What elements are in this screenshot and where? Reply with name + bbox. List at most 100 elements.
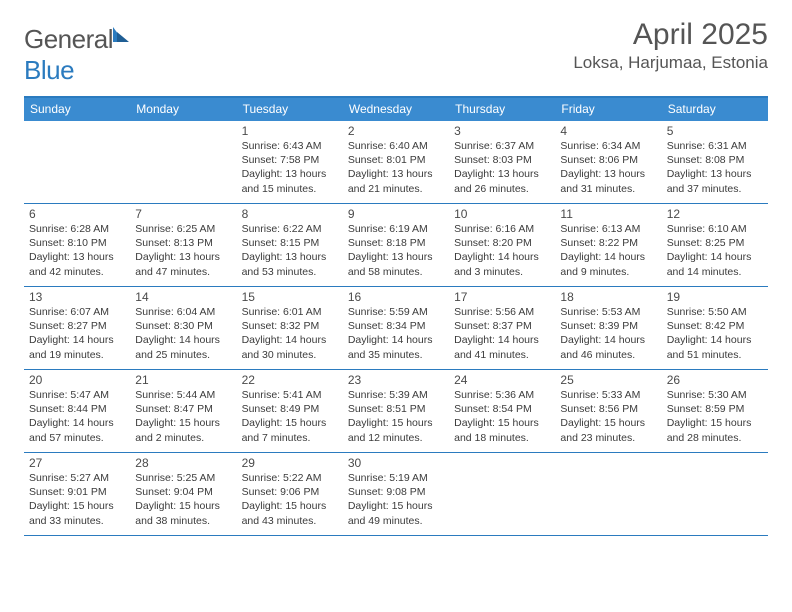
sunset-text: Sunset: 8:47 PM [135, 402, 231, 416]
sunrise-text: Sunrise: 6:07 AM [29, 305, 125, 319]
day-details: Sunrise: 6:43 AMSunset: 7:58 PMDaylight:… [242, 139, 338, 196]
day-details: Sunrise: 5:30 AMSunset: 8:59 PMDaylight:… [667, 388, 763, 445]
sunrise-text: Sunrise: 6:13 AM [560, 222, 656, 236]
sunrise-text: Sunrise: 5:50 AM [667, 305, 763, 319]
day-details: Sunrise: 6:25 AMSunset: 8:13 PMDaylight:… [135, 222, 231, 279]
day-cell [24, 121, 130, 203]
daylight-text: Daylight: 15 hours and 2 minutes. [135, 416, 231, 444]
day-number: 19 [667, 290, 763, 304]
sunset-text: Sunset: 9:06 PM [242, 485, 338, 499]
day-cell: 21Sunrise: 5:44 AMSunset: 8:47 PMDayligh… [130, 370, 236, 452]
day-cell: 19Sunrise: 5:50 AMSunset: 8:42 PMDayligh… [662, 287, 768, 369]
day-details: Sunrise: 5:47 AMSunset: 8:44 PMDaylight:… [29, 388, 125, 445]
sunrise-text: Sunrise: 6:37 AM [454, 139, 550, 153]
sunset-text: Sunset: 9:08 PM [348, 485, 444, 499]
sunrise-text: Sunrise: 5:44 AM [135, 388, 231, 402]
day-details: Sunrise: 5:39 AMSunset: 8:51 PMDaylight:… [348, 388, 444, 445]
day-details: Sunrise: 6:16 AMSunset: 8:20 PMDaylight:… [454, 222, 550, 279]
sunset-text: Sunset: 9:01 PM [29, 485, 125, 499]
day-cell: 25Sunrise: 5:33 AMSunset: 8:56 PMDayligh… [555, 370, 661, 452]
daylight-text: Daylight: 13 hours and 58 minutes. [348, 250, 444, 278]
day-number: 14 [135, 290, 231, 304]
day-number: 3 [454, 124, 550, 138]
day-cell: 8Sunrise: 6:22 AMSunset: 8:15 PMDaylight… [237, 204, 343, 286]
sunset-text: Sunset: 8:03 PM [454, 153, 550, 167]
sunset-text: Sunset: 8:34 PM [348, 319, 444, 333]
daylight-text: Daylight: 13 hours and 47 minutes. [135, 250, 231, 278]
day-cell: 4Sunrise: 6:34 AMSunset: 8:06 PMDaylight… [555, 121, 661, 203]
sunrise-text: Sunrise: 5:25 AM [135, 471, 231, 485]
sunrise-text: Sunrise: 6:16 AM [454, 222, 550, 236]
daylight-text: Daylight: 13 hours and 26 minutes. [454, 167, 550, 195]
day-details: Sunrise: 6:31 AMSunset: 8:08 PMDaylight:… [667, 139, 763, 196]
sunset-text: Sunset: 8:10 PM [29, 236, 125, 250]
sunset-text: Sunset: 8:42 PM [667, 319, 763, 333]
dow-saturday: Saturday [662, 98, 768, 121]
daylight-text: Daylight: 15 hours and 18 minutes. [454, 416, 550, 444]
week-row: 27Sunrise: 5:27 AMSunset: 9:01 PMDayligh… [24, 453, 768, 536]
sunset-text: Sunset: 8:06 PM [560, 153, 656, 167]
sunrise-text: Sunrise: 5:56 AM [454, 305, 550, 319]
day-number: 27 [29, 456, 125, 470]
day-number: 29 [242, 456, 338, 470]
day-cell: 7Sunrise: 6:25 AMSunset: 8:13 PMDaylight… [130, 204, 236, 286]
day-cell: 1Sunrise: 6:43 AMSunset: 7:58 PMDaylight… [237, 121, 343, 203]
day-number: 10 [454, 207, 550, 221]
dow-monday: Monday [130, 98, 236, 121]
sunrise-text: Sunrise: 6:22 AM [242, 222, 338, 236]
weeks-container: 1Sunrise: 6:43 AMSunset: 7:58 PMDaylight… [24, 121, 768, 536]
day-number: 22 [242, 373, 338, 387]
day-number: 2 [348, 124, 444, 138]
day-number: 28 [135, 456, 231, 470]
day-number: 16 [348, 290, 444, 304]
dow-wednesday: Wednesday [343, 98, 449, 121]
sunrise-text: Sunrise: 6:01 AM [242, 305, 338, 319]
day-number: 13 [29, 290, 125, 304]
location-text: Loksa, Harjumaa, Estonia [573, 53, 768, 73]
day-number: 18 [560, 290, 656, 304]
day-details: Sunrise: 5:50 AMSunset: 8:42 PMDaylight:… [667, 305, 763, 362]
day-details: Sunrise: 5:44 AMSunset: 8:47 PMDaylight:… [135, 388, 231, 445]
daylight-text: Daylight: 13 hours and 42 minutes. [29, 250, 125, 278]
day-details: Sunrise: 6:07 AMSunset: 8:27 PMDaylight:… [29, 305, 125, 362]
day-details: Sunrise: 6:10 AMSunset: 8:25 PMDaylight:… [667, 222, 763, 279]
sunrise-text: Sunrise: 5:33 AM [560, 388, 656, 402]
sunset-text: Sunset: 8:20 PM [454, 236, 550, 250]
day-details: Sunrise: 6:13 AMSunset: 8:22 PMDaylight:… [560, 222, 656, 279]
sunrise-text: Sunrise: 6:25 AM [135, 222, 231, 236]
daylight-text: Daylight: 14 hours and 9 minutes. [560, 250, 656, 278]
day-number: 25 [560, 373, 656, 387]
sunset-text: Sunset: 8:30 PM [135, 319, 231, 333]
day-number: 17 [454, 290, 550, 304]
day-details: Sunrise: 5:56 AMSunset: 8:37 PMDaylight:… [454, 305, 550, 362]
day-cell: 6Sunrise: 6:28 AMSunset: 8:10 PMDaylight… [24, 204, 130, 286]
daylight-text: Daylight: 14 hours and 14 minutes. [667, 250, 763, 278]
daylight-text: Daylight: 14 hours and 30 minutes. [242, 333, 338, 361]
day-number: 11 [560, 207, 656, 221]
sunrise-text: Sunrise: 5:39 AM [348, 388, 444, 402]
daylight-text: Daylight: 15 hours and 23 minutes. [560, 416, 656, 444]
day-cell: 13Sunrise: 6:07 AMSunset: 8:27 PMDayligh… [24, 287, 130, 369]
day-details: Sunrise: 6:19 AMSunset: 8:18 PMDaylight:… [348, 222, 444, 279]
page-title: April 2025 [573, 18, 768, 51]
day-details: Sunrise: 6:22 AMSunset: 8:15 PMDaylight:… [242, 222, 338, 279]
day-details: Sunrise: 5:41 AMSunset: 8:49 PMDaylight:… [242, 388, 338, 445]
day-number: 6 [29, 207, 125, 221]
sunrise-text: Sunrise: 5:41 AM [242, 388, 338, 402]
week-row: 1Sunrise: 6:43 AMSunset: 7:58 PMDaylight… [24, 121, 768, 204]
sunrise-text: Sunrise: 6:28 AM [29, 222, 125, 236]
day-cell: 3Sunrise: 6:37 AMSunset: 8:03 PMDaylight… [449, 121, 555, 203]
daylight-text: Daylight: 14 hours and 41 minutes. [454, 333, 550, 361]
day-cell: 15Sunrise: 6:01 AMSunset: 8:32 PMDayligh… [237, 287, 343, 369]
title-block: April 2025 Loksa, Harjumaa, Estonia [573, 18, 768, 73]
day-number: 26 [667, 373, 763, 387]
daylight-text: Daylight: 15 hours and 43 minutes. [242, 499, 338, 527]
sunset-text: Sunset: 7:58 PM [242, 153, 338, 167]
sunset-text: Sunset: 8:44 PM [29, 402, 125, 416]
day-details: Sunrise: 5:27 AMSunset: 9:01 PMDaylight:… [29, 471, 125, 528]
daylight-text: Daylight: 14 hours and 25 minutes. [135, 333, 231, 361]
dow-sunday: Sunday [24, 98, 130, 121]
sunset-text: Sunset: 9:04 PM [135, 485, 231, 499]
sunset-text: Sunset: 8:51 PM [348, 402, 444, 416]
day-number: 1 [242, 124, 338, 138]
